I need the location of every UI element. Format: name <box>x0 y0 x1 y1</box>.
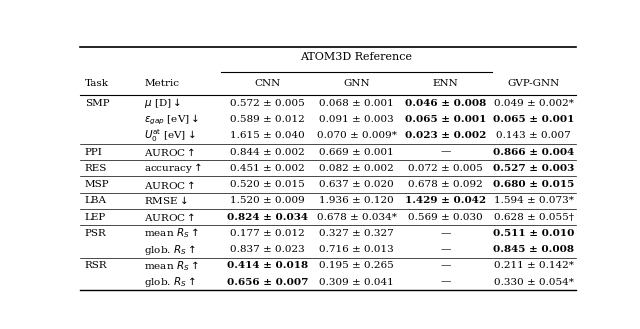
Text: 0.837 ± 0.023: 0.837 ± 0.023 <box>230 245 305 254</box>
Text: 1.594 ± 0.073*: 1.594 ± 0.073* <box>494 196 574 205</box>
Text: CNN: CNN <box>254 79 280 88</box>
Text: GNN: GNN <box>343 79 370 88</box>
Text: 0.211 ± 0.142*: 0.211 ± 0.142* <box>494 262 574 270</box>
Text: 1.520 ± 0.009: 1.520 ± 0.009 <box>230 196 305 205</box>
Text: 0.628 ± 0.055†: 0.628 ± 0.055† <box>494 213 574 222</box>
Text: 0.065 ± 0.001: 0.065 ± 0.001 <box>493 115 575 124</box>
Text: 0.569 ± 0.030: 0.569 ± 0.030 <box>408 213 483 222</box>
Text: LEP: LEP <box>85 213 106 222</box>
Text: 0.327 ± 0.327: 0.327 ± 0.327 <box>319 229 394 238</box>
Text: 0.091 ± 0.003: 0.091 ± 0.003 <box>319 115 394 124</box>
Text: —: — <box>440 245 451 254</box>
Text: 0.669 ± 0.001: 0.669 ± 0.001 <box>319 148 394 157</box>
Text: glob. $R_S$$\uparrow$: glob. $R_S$$\uparrow$ <box>145 275 196 289</box>
Text: ATOM3D Reference: ATOM3D Reference <box>301 52 413 62</box>
Text: AUROC$\uparrow$: AUROC$\uparrow$ <box>145 179 196 190</box>
Text: 0.072 ± 0.005: 0.072 ± 0.005 <box>408 164 483 173</box>
Text: MSP: MSP <box>85 180 109 189</box>
Text: RMSE$\downarrow$: RMSE$\downarrow$ <box>145 195 188 206</box>
Text: 0.309 ± 0.041: 0.309 ± 0.041 <box>319 278 394 287</box>
Text: AUROC$\uparrow$: AUROC$\uparrow$ <box>145 146 196 158</box>
Text: GVP-GNN: GVP-GNN <box>508 79 560 88</box>
Text: glob. $R_S$$\uparrow$: glob. $R_S$$\uparrow$ <box>145 243 196 257</box>
Text: 0.637 ± 0.020: 0.637 ± 0.020 <box>319 180 394 189</box>
Text: 0.656 ± 0.007: 0.656 ± 0.007 <box>227 278 308 287</box>
Text: SMP: SMP <box>85 99 109 108</box>
Text: 0.824 ± 0.034: 0.824 ± 0.034 <box>227 213 308 222</box>
Text: 0.511 ± 0.010: 0.511 ± 0.010 <box>493 229 575 238</box>
Text: accuracy$\uparrow$: accuracy$\uparrow$ <box>145 161 202 175</box>
Text: 0.068 ± 0.001: 0.068 ± 0.001 <box>319 99 394 108</box>
Text: —: — <box>440 262 451 270</box>
Text: $\mu$ [D]$\downarrow$: $\mu$ [D]$\downarrow$ <box>145 96 182 110</box>
Text: 0.572 ± 0.005: 0.572 ± 0.005 <box>230 99 305 108</box>
Text: RSR: RSR <box>85 262 108 270</box>
Text: $U_0^{\mathrm{at}}$ [eV]$\downarrow$: $U_0^{\mathrm{at}}$ [eV]$\downarrow$ <box>145 127 196 144</box>
Text: 0.195 ± 0.265: 0.195 ± 0.265 <box>319 262 394 270</box>
Text: LBA: LBA <box>85 196 107 205</box>
Text: 0.845 ± 0.008: 0.845 ± 0.008 <box>493 245 574 254</box>
Text: 0.716 ± 0.013: 0.716 ± 0.013 <box>319 245 394 254</box>
Text: ENN: ENN <box>433 79 459 88</box>
Text: PSR: PSR <box>85 229 107 238</box>
Text: 0.143 ± 0.007: 0.143 ± 0.007 <box>497 131 572 140</box>
Text: 0.678 ± 0.034*: 0.678 ± 0.034* <box>317 213 396 222</box>
Text: Metric: Metric <box>145 79 179 88</box>
Text: 1.615 ± 0.040: 1.615 ± 0.040 <box>230 131 305 140</box>
Text: 0.046 ± 0.008: 0.046 ± 0.008 <box>405 99 486 108</box>
Text: 0.589 ± 0.012: 0.589 ± 0.012 <box>230 115 305 124</box>
Text: 0.520 ± 0.015: 0.520 ± 0.015 <box>230 180 305 189</box>
Text: —: — <box>440 148 451 157</box>
Text: 0.082 ± 0.002: 0.082 ± 0.002 <box>319 164 394 173</box>
Text: 1.429 ± 0.042: 1.429 ± 0.042 <box>405 196 486 205</box>
Text: PPI: PPI <box>85 148 103 157</box>
Text: 0.678 ± 0.092: 0.678 ± 0.092 <box>408 180 483 189</box>
Text: 0.023 ± 0.002: 0.023 ± 0.002 <box>405 131 486 140</box>
Text: 0.070 ± 0.009*: 0.070 ± 0.009* <box>317 131 396 140</box>
Text: AUROC$\uparrow$: AUROC$\uparrow$ <box>145 211 196 223</box>
Text: Task: Task <box>85 79 109 88</box>
Text: mean $R_S$$\uparrow$: mean $R_S$$\uparrow$ <box>145 259 199 273</box>
Text: mean $R_S$$\uparrow$: mean $R_S$$\uparrow$ <box>145 226 199 240</box>
Text: 0.065 ± 0.001: 0.065 ± 0.001 <box>405 115 486 124</box>
Text: 0.330 ± 0.054*: 0.330 ± 0.054* <box>494 278 574 287</box>
Text: 0.177 ± 0.012: 0.177 ± 0.012 <box>230 229 305 238</box>
Text: 0.844 ± 0.002: 0.844 ± 0.002 <box>230 148 305 157</box>
Text: 0.527 ± 0.003: 0.527 ± 0.003 <box>493 164 575 173</box>
Text: 0.451 ± 0.002: 0.451 ± 0.002 <box>230 164 305 173</box>
Text: 0.414 ± 0.018: 0.414 ± 0.018 <box>227 262 308 270</box>
Text: 0.049 ± 0.002*: 0.049 ± 0.002* <box>494 99 574 108</box>
Text: $\epsilon_{gap}$ [eV]$\downarrow$: $\epsilon_{gap}$ [eV]$\downarrow$ <box>145 113 200 127</box>
Text: —: — <box>440 278 451 287</box>
Text: 0.866 ± 0.004: 0.866 ± 0.004 <box>493 148 575 157</box>
Text: —: — <box>440 229 451 238</box>
Text: 0.680 ± 0.015: 0.680 ± 0.015 <box>493 180 575 189</box>
Text: RES: RES <box>85 164 108 173</box>
Text: 1.936 ± 0.120: 1.936 ± 0.120 <box>319 196 394 205</box>
